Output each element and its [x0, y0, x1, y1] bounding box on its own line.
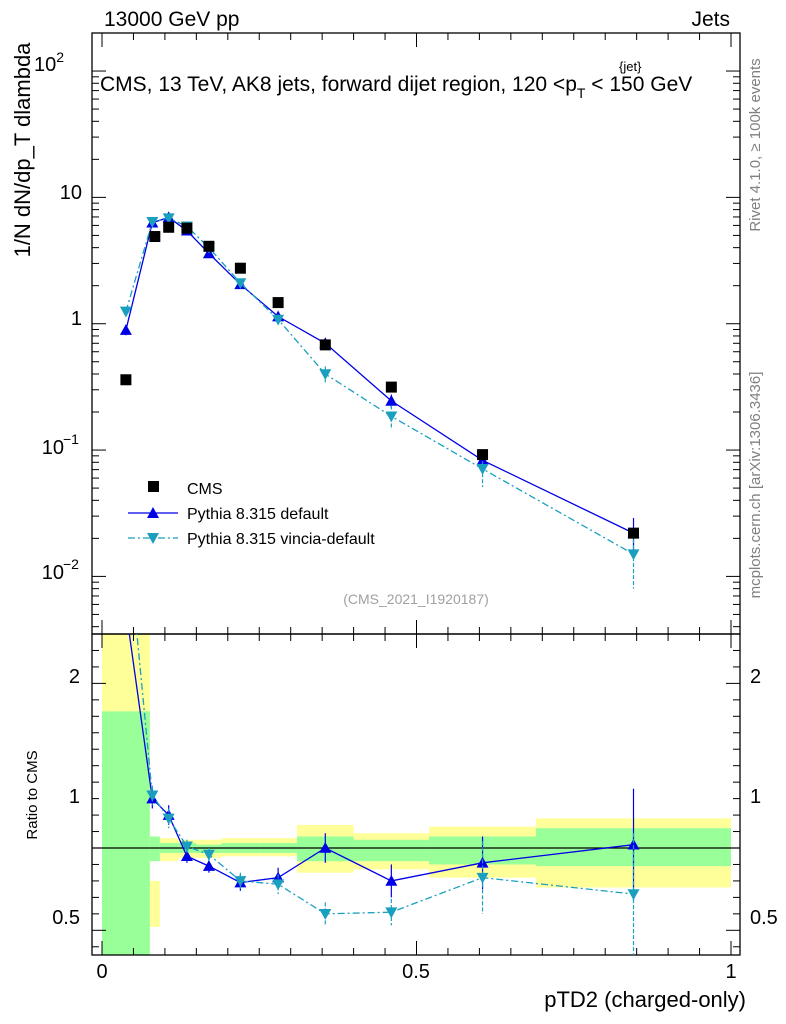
x-tick-label-1: 1 — [725, 961, 736, 983]
series-1-point-6 — [272, 314, 285, 326]
legend-default-marker — [147, 507, 159, 518]
ratio-1-point-9 — [476, 872, 489, 884]
series-0-point-0 — [119, 324, 132, 335]
rivet-version-label: Rivet 4.1.0, ≥ 100k events — [747, 58, 764, 231]
ratio-panel-frame — [91, 633, 741, 956]
series-1-point-7 — [319, 369, 332, 380]
analysis-watermark: (CMS_2021_I1920187) — [343, 591, 489, 607]
y-tick-label-0.01: 10 — [42, 562, 64, 584]
legend-cms-label: CMS — [187, 481, 223, 498]
cms-point-4 — [203, 240, 215, 252]
cms-point-3 — [181, 222, 193, 234]
series-1-point-5 — [234, 278, 247, 290]
cms-point-9 — [477, 449, 489, 461]
series-1-point-0 — [119, 306, 132, 318]
ratio-1-point-7 — [319, 909, 332, 920]
main-panel-series — [119, 211, 640, 589]
band-green-8 — [353, 839, 430, 862]
x-tick-label-0.5: 0.5 — [402, 961, 430, 983]
ratio-0-point-10 — [627, 838, 640, 850]
cms-point-1 — [149, 231, 161, 243]
ratio-y-tick-label-2-left: 2 — [69, 666, 80, 688]
ratio-panel-series — [128, 634, 640, 955]
ratio-1-point-2 — [162, 813, 175, 825]
y-tick-label-100: 102 — [34, 49, 64, 76]
cms-point-7 — [319, 339, 331, 351]
main-y-axis-label: 1/N dN/dp_T dlambda — [10, 42, 35, 258]
y-tick-label-0.01-exp: −2 — [63, 556, 79, 572]
cms-point-8 — [385, 381, 397, 393]
cms-point-0 — [120, 374, 132, 386]
main-y-tick-labels: 102 10 1 10 −1 10 −2 — [34, 49, 82, 584]
ratio-1-point-6 — [272, 879, 285, 891]
axis-ticks — [92, 32, 740, 955]
series-1-point-1 — [146, 217, 159, 228]
ratio-0-point-3 — [180, 850, 193, 862]
mcplots-label: mcplots.cern.ch [arXiv:1306.3436] — [747, 372, 764, 599]
ratio-y-tick-label-2-right: 2 — [750, 666, 761, 688]
legend-vincia-label: Pythia 8.315 vincia-default — [187, 531, 375, 548]
ratio-1-point-4 — [202, 849, 215, 861]
series-1-point-9 — [476, 464, 489, 475]
band-green-1 — [149, 836, 160, 862]
ratio-1-point-5 — [234, 876, 247, 887]
header-right-label: Jets — [691, 8, 730, 31]
cms-point-5 — [234, 262, 246, 274]
ratio-y-tick-label-0.5-right: 0.5 — [750, 907, 778, 929]
y-tick-label-0.1: 10 — [42, 437, 64, 459]
ratio-uncertainty-bands — [102, 634, 731, 955]
y-tick-label-0.1-exp: −1 — [63, 431, 79, 447]
x-tick-label-0: 0 — [96, 961, 107, 983]
band-yellow-1 — [149, 880, 160, 928]
series-1-point-2 — [162, 213, 175, 225]
x-axis-label: pTD2 (charged-only) — [544, 987, 746, 1012]
ratio-line-1 — [136, 634, 634, 915]
cms-point-6 — [272, 297, 284, 309]
plot-title-superscript: {jet} — [619, 59, 642, 74]
ratio-0-point-8 — [385, 874, 398, 886]
series-line-1 — [125, 217, 634, 555]
y-tick-label-10: 10 — [60, 182, 82, 204]
ratio-1-point-3 — [180, 841, 193, 853]
header-left-label: 13000 GeV pp — [104, 8, 239, 31]
ratio-0-point-7 — [319, 842, 332, 853]
ratio-0-point-4 — [202, 860, 215, 871]
ratio-1-point-8 — [385, 907, 398, 919]
cms-point-2 — [163, 221, 175, 233]
ratio-1-point-10 — [627, 889, 640, 901]
y-tick-label-1: 1 — [71, 308, 82, 330]
band-green-0 — [102, 711, 150, 955]
series-1-point-10 — [627, 549, 640, 561]
series-0-point-8 — [385, 394, 398, 406]
ratio-1-point-1 — [146, 790, 159, 802]
series-1-point-8 — [385, 411, 398, 423]
ratio-y-axis-label: Ratio to CMS — [24, 750, 41, 839]
legend-vincia-marker — [147, 533, 159, 544]
plot-title: CMS, 13 TeV, AK8 jets, forward dijet reg… — [100, 73, 692, 101]
legend-cms-marker — [148, 481, 159, 492]
cms-point-10 — [628, 527, 640, 539]
legend-default-label: Pythia 8.315 default — [187, 506, 329, 523]
ratio-y-tick-label-1-right: 1 — [750, 786, 761, 808]
legend: CMS Pythia 8.315 default Pythia 8.315 vi… — [128, 481, 375, 548]
ratio-y-tick-label-1-left: 1 — [69, 786, 80, 808]
ratio-y-tick-label-0.5-left: 0.5 — [52, 907, 80, 929]
